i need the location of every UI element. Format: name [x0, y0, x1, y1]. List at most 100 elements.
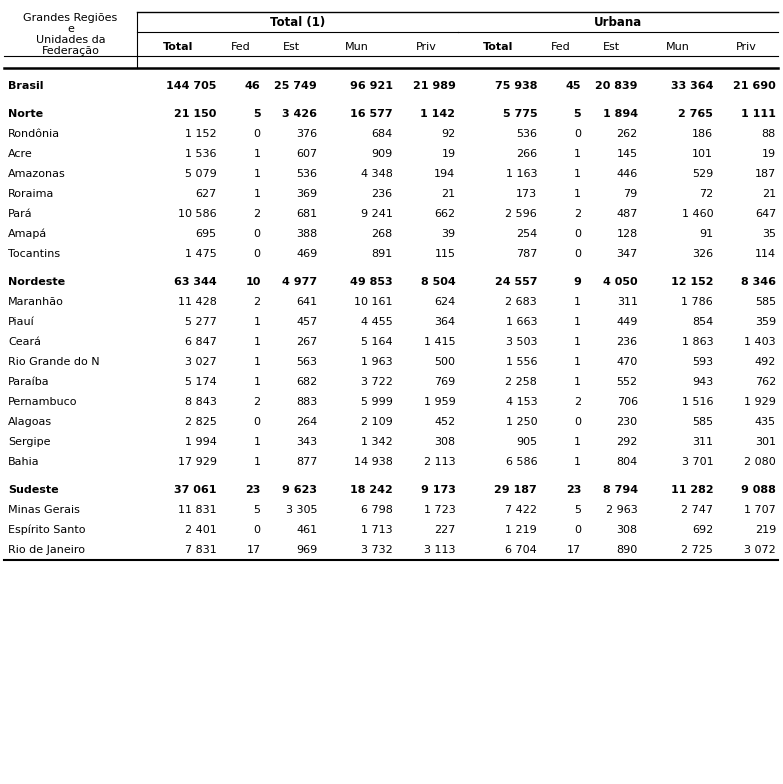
Text: 1 556: 1 556	[506, 357, 537, 367]
Text: 647: 647	[755, 209, 776, 219]
Text: Acre: Acre	[8, 149, 33, 159]
Text: 457: 457	[296, 317, 317, 327]
Text: 1 403: 1 403	[745, 337, 776, 347]
Text: 17: 17	[247, 545, 261, 555]
Text: 187: 187	[755, 169, 776, 179]
Text: Espírito Santo: Espírito Santo	[8, 524, 85, 535]
Text: 0: 0	[574, 129, 581, 139]
Text: 449: 449	[616, 317, 637, 327]
Text: 96 921: 96 921	[350, 81, 392, 91]
Text: 5: 5	[253, 109, 261, 119]
Text: 641: 641	[296, 297, 317, 307]
Text: Rio Grande do N: Rio Grande do N	[8, 357, 99, 367]
Text: 3 305: 3 305	[286, 505, 317, 515]
Text: 63 344: 63 344	[174, 277, 217, 287]
Text: 10: 10	[245, 277, 261, 287]
Text: 500: 500	[435, 357, 456, 367]
Text: 1: 1	[254, 149, 261, 159]
Text: 0: 0	[254, 229, 261, 239]
Text: 16 577: 16 577	[350, 109, 392, 119]
Text: 607: 607	[296, 149, 317, 159]
Text: 1: 1	[254, 437, 261, 447]
Text: 695: 695	[196, 229, 217, 239]
Text: 114: 114	[755, 249, 776, 259]
Text: 376: 376	[296, 129, 317, 139]
Text: 0: 0	[574, 417, 581, 427]
Text: 8 843: 8 843	[185, 397, 217, 407]
Text: 1: 1	[254, 189, 261, 199]
Text: Mun: Mun	[666, 42, 689, 52]
Text: 1: 1	[574, 317, 581, 327]
Text: 2 401: 2 401	[185, 525, 217, 535]
Text: 1: 1	[254, 169, 261, 179]
Text: 45: 45	[565, 81, 581, 91]
Text: 8 346: 8 346	[741, 277, 776, 287]
Text: 128: 128	[616, 229, 637, 239]
Text: 487: 487	[616, 209, 637, 219]
Text: 762: 762	[755, 377, 776, 387]
Text: Nordeste: Nordeste	[8, 277, 65, 287]
Text: 2: 2	[574, 397, 581, 407]
Text: Fed: Fed	[551, 42, 571, 52]
Text: Amazonas: Amazonas	[8, 169, 66, 179]
Text: 787: 787	[516, 249, 537, 259]
Text: 909: 909	[371, 149, 392, 159]
Text: 37 061: 37 061	[174, 485, 217, 495]
Text: 536: 536	[296, 169, 317, 179]
Text: 6 704: 6 704	[506, 545, 537, 555]
Text: 91: 91	[699, 229, 713, 239]
Text: 1 707: 1 707	[745, 505, 776, 515]
Text: 624: 624	[435, 297, 456, 307]
Text: 12 152: 12 152	[671, 277, 713, 287]
Text: 19: 19	[762, 149, 776, 159]
Text: 682: 682	[296, 377, 317, 387]
Text: 1: 1	[574, 337, 581, 347]
Text: 1 342: 1 342	[361, 437, 392, 447]
Text: 470: 470	[616, 357, 637, 367]
Text: 35: 35	[762, 229, 776, 239]
Text: 29 187: 29 187	[494, 485, 537, 495]
Text: 905: 905	[516, 437, 537, 447]
Text: 194: 194	[435, 169, 456, 179]
Text: 684: 684	[371, 129, 392, 139]
Text: 8 794: 8 794	[603, 485, 637, 495]
Text: 890: 890	[616, 545, 637, 555]
Text: 0: 0	[574, 249, 581, 259]
Text: 75 938: 75 938	[495, 81, 537, 91]
Text: 1 723: 1 723	[424, 505, 456, 515]
Text: Est: Est	[283, 42, 300, 52]
Text: 8 504: 8 504	[420, 277, 456, 287]
Text: 311: 311	[617, 297, 637, 307]
Text: 943: 943	[692, 377, 713, 387]
Text: 1 863: 1 863	[681, 337, 713, 347]
Text: 39: 39	[442, 229, 456, 239]
Text: 2 596: 2 596	[506, 209, 537, 219]
Text: 311: 311	[692, 437, 713, 447]
Text: 101: 101	[692, 149, 713, 159]
Text: 5 775: 5 775	[503, 109, 537, 119]
Text: Paraíba: Paraíba	[8, 377, 49, 387]
Text: Fed: Fed	[231, 42, 251, 52]
Text: 264: 264	[296, 417, 317, 427]
Text: 1: 1	[254, 317, 261, 327]
Text: 891: 891	[371, 249, 392, 259]
Text: 469: 469	[296, 249, 317, 259]
Text: 2 683: 2 683	[506, 297, 537, 307]
Text: 5: 5	[254, 505, 261, 515]
Text: Mun: Mun	[345, 42, 369, 52]
Text: Total (1): Total (1)	[269, 16, 325, 28]
Text: Piauí: Piauí	[8, 317, 34, 327]
Text: 25 749: 25 749	[275, 81, 317, 91]
Text: 7 422: 7 422	[505, 505, 537, 515]
Text: 186: 186	[692, 129, 713, 139]
Text: 1 959: 1 959	[424, 397, 456, 407]
Text: 1 250: 1 250	[506, 417, 537, 427]
Text: 0: 0	[254, 249, 261, 259]
Text: 1: 1	[254, 457, 261, 467]
Text: 308: 308	[617, 525, 637, 535]
Text: 9: 9	[573, 277, 581, 287]
Text: Priv: Priv	[416, 42, 436, 52]
Text: 6 798: 6 798	[361, 505, 392, 515]
Text: 236: 236	[371, 189, 392, 199]
Text: 3 072: 3 072	[745, 545, 776, 555]
